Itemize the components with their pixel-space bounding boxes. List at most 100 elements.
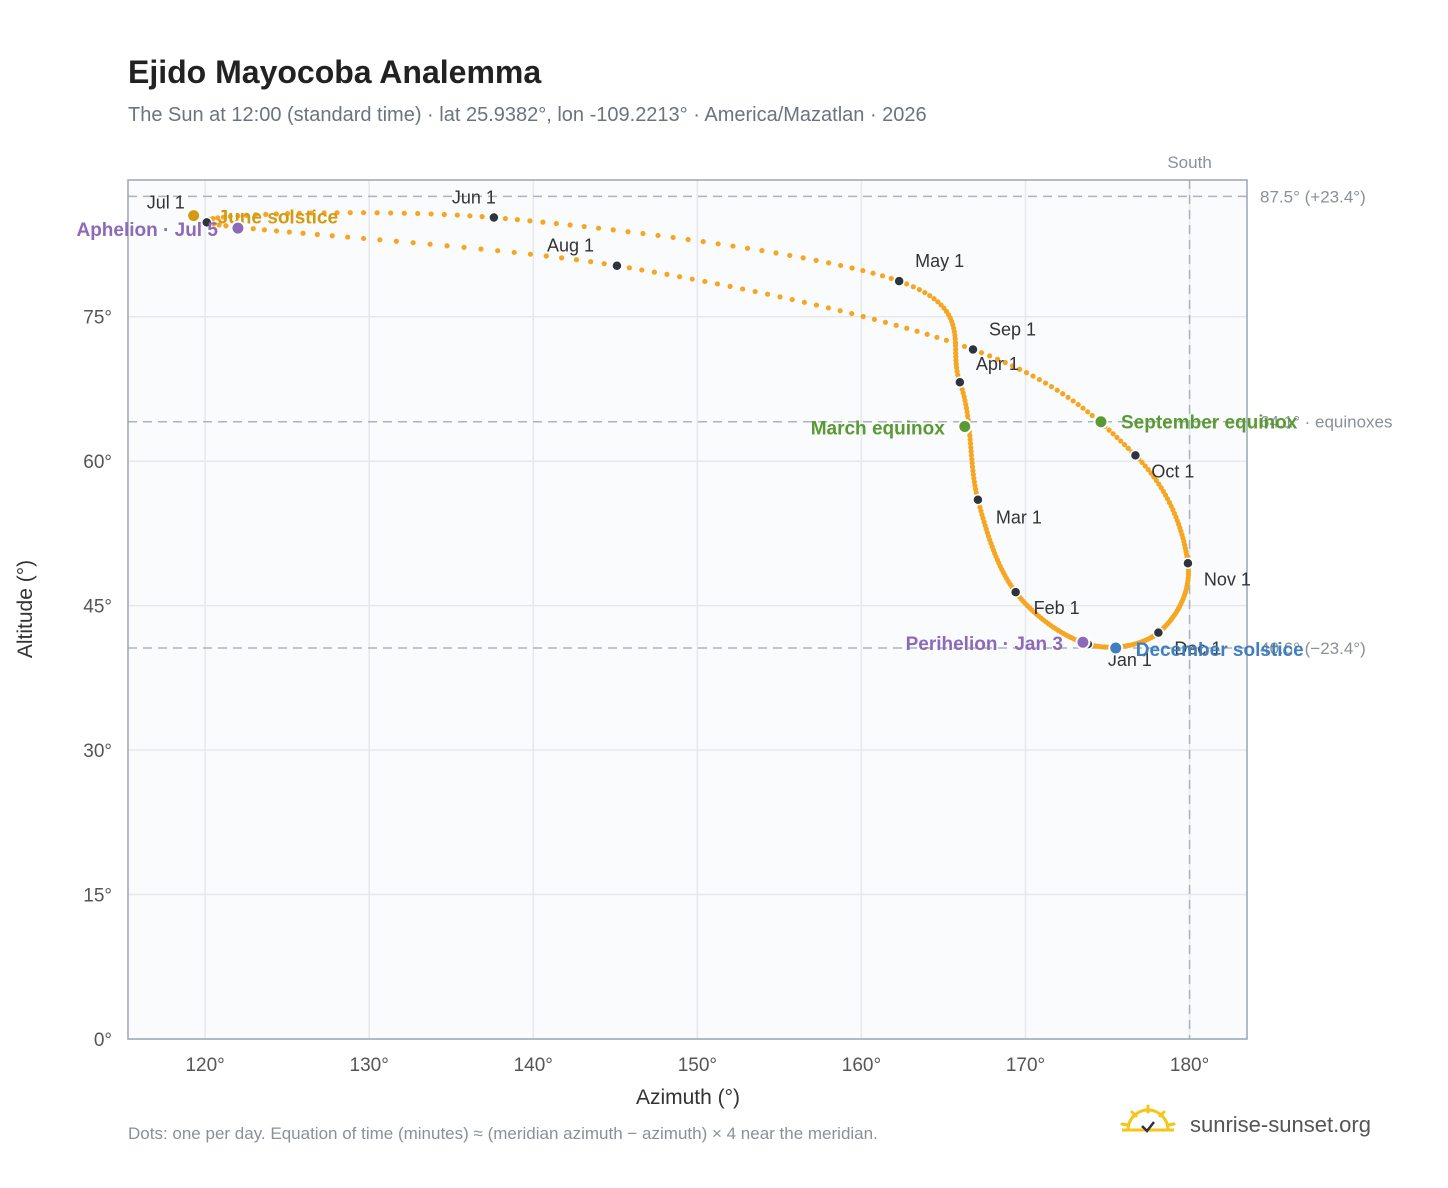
daily-sun-dot (573, 257, 580, 263)
daily-sun-dot (345, 234, 351, 240)
daily-sun-dot (250, 226, 256, 232)
daily-sun-dot (1145, 466, 1151, 473)
event-marker (230, 220, 246, 236)
daily-sun-dot (787, 252, 793, 259)
daily-sun-dot (777, 294, 783, 300)
plot-frame (127, 179, 1248, 1040)
meridian-label: South (1167, 153, 1211, 172)
daily-sun-dot (924, 331, 930, 337)
daily-sun-dot (1036, 376, 1043, 383)
daily-sun-dot (953, 350, 959, 356)
event-label: September equinox (1121, 413, 1298, 434)
daily-sun-dot (664, 271, 670, 277)
daily-sun-dot (914, 328, 920, 334)
daily-sun-dot (1023, 370, 1030, 376)
daily-sun-dot (553, 220, 559, 227)
daily-sun-dot (401, 210, 407, 216)
daily-sun-dot (227, 213, 233, 220)
daily-sun-dot (1042, 380, 1049, 386)
event-label: Aphelion · Jul 5 (76, 220, 218, 241)
x-tick-label: 170° (1006, 1055, 1045, 1076)
reference-line-label: 87.5° (+23.4°) (1260, 187, 1366, 206)
daily-sun-dot (321, 210, 327, 216)
event-markers: June solstice December solstice March equi… (76, 208, 1303, 661)
daily-sun-dot (922, 289, 928, 296)
daily-sun-dot (1121, 442, 1128, 448)
daily-sun-dot (374, 210, 380, 216)
daily-sun-dot (1153, 477, 1159, 484)
daily-sun-dot (1110, 431, 1116, 437)
daily-sun-dot (1065, 394, 1071, 400)
daily-sun-dot (676, 274, 683, 280)
x-tick-label: 120° (185, 1055, 224, 1076)
daily-sun-dot (479, 214, 485, 220)
month-marker (1009, 586, 1022, 598)
daily-sun-dot (415, 210, 421, 217)
month-markers: Jan 1 Feb 1 Mar 1 Apr 1 May 1 Jun 1 Jul 1 Aug 1… (147, 188, 1251, 671)
daily-sun-dot (860, 267, 866, 274)
daily-sun-dot (938, 302, 944, 308)
daily-sun-dot (826, 260, 832, 266)
daily-sun-dot (670, 234, 676, 241)
daily-sun-dot (261, 227, 268, 233)
x-tick-label: 180° (1170, 1055, 1209, 1076)
daily-sun-dot (527, 218, 533, 224)
daily-sun-dot (300, 230, 306, 236)
daily-sun-dot (1070, 398, 1076, 404)
month-label: Jan 1 (1108, 650, 1152, 670)
daily-sun-dot (296, 210, 302, 216)
daily-sun-dot (935, 299, 941, 305)
daily-sun-dot (1148, 470, 1154, 476)
analemma-curve (202, 210, 1192, 650)
daily-sun-dot (559, 255, 565, 261)
daily-sun-dot (927, 293, 933, 299)
daily-sun-dot (1125, 445, 1131, 451)
daily-sun-dot (888, 275, 894, 282)
x-tick-label: 140° (514, 1055, 553, 1076)
daily-sun-dot (965, 413, 971, 419)
daily-sun-dot (910, 284, 916, 290)
daily-sun-dot (813, 302, 820, 308)
daily-sun-dot (543, 253, 549, 259)
daily-sun-dot (903, 281, 910, 287)
daily-sun-dot (879, 273, 886, 279)
brand-logo[interactable]: sunrise-sunset.org (1120, 1100, 1390, 1150)
daily-sun-dot (837, 308, 843, 314)
x-tick-label: 160° (842, 1055, 881, 1076)
daily-sun-dot (963, 405, 970, 411)
daily-sun-dot (427, 241, 433, 247)
daily-sun-dot (715, 241, 721, 247)
daily-sun-dot (329, 233, 335, 239)
month-label: Jun 1 (452, 188, 496, 208)
event-label: December solstice (1136, 640, 1304, 661)
y-axis-label: Altitude (°) (14, 560, 37, 658)
daily-sun-dot (1139, 459, 1145, 465)
event-marker (957, 419, 973, 435)
daily-sun-dot (953, 354, 959, 360)
daily-sun-dot (461, 244, 467, 250)
daily-sun-dot (595, 225, 602, 231)
month-marker (1152, 626, 1165, 639)
daily-sun-dot (943, 337, 950, 343)
daily-sun-dot (223, 223, 229, 229)
month-marker (972, 493, 984, 506)
daily-sun-dot (967, 440, 974, 447)
daily-sun-dot (347, 210, 353, 216)
daily-sun-dot (314, 231, 320, 238)
brand-text: sunrise-sunset.org (1190, 1112, 1371, 1137)
daily-sun-dot (730, 243, 736, 249)
daily-sun-dot (1080, 405, 1086, 411)
month-marker (488, 211, 500, 224)
daily-sun-dot (527, 251, 534, 257)
month-marker (201, 216, 213, 229)
daily-sun-dot (849, 310, 855, 317)
sun-icon (1120, 1104, 1176, 1133)
daily-sun-dot (610, 227, 616, 233)
daily-sun-dot (581, 223, 587, 230)
daily-sun-dot (361, 210, 367, 216)
daily-sun-dot (968, 448, 974, 454)
daily-sun-dot (243, 212, 250, 218)
daily-sun-dot (969, 456, 975, 462)
daily-sun-dot (360, 235, 367, 242)
daily-sun-dot (410, 240, 416, 246)
